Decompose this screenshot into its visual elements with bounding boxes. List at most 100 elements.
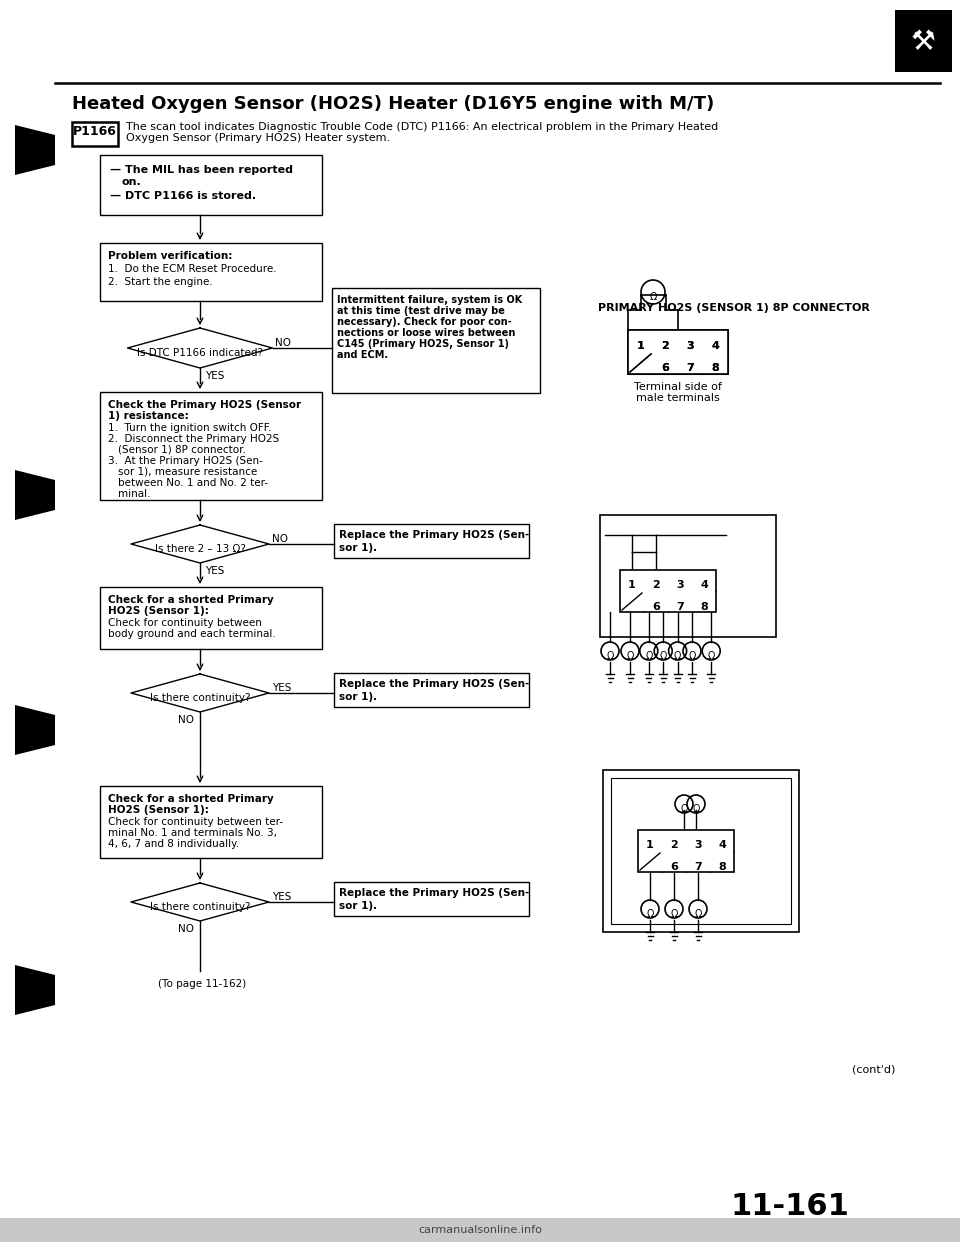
Text: (To page 11-162): (To page 11-162) [158,979,247,989]
Text: Is there 2 – 13 Ω?: Is there 2 – 13 Ω? [155,544,246,554]
Text: on.: on. [122,178,142,188]
Text: Problem verification:: Problem verification: [108,251,232,261]
Text: sor 1).: sor 1). [339,900,377,910]
Text: Check for a shorted Primary: Check for a shorted Primary [108,595,274,605]
Text: 2: 2 [661,342,669,351]
Bar [611,777,791,924]
Text: Is there continuity?: Is there continuity? [150,902,251,912]
Bar [334,524,529,558]
Text: Ω: Ω [626,651,634,661]
Bar [638,830,734,872]
Bar [0,1218,960,1242]
Text: minal.: minal. [118,489,151,499]
Text: Check for a shorted Primary: Check for a shorted Primary [108,794,274,804]
Bar [100,243,322,301]
Text: 1: 1 [636,342,644,351]
Text: 8: 8 [700,601,708,611]
Text: male terminals: male terminals [636,392,720,402]
Text: 7: 7 [686,363,694,373]
Bar [334,673,529,707]
Text: 4: 4 [711,342,719,351]
Text: 8: 8 [711,363,719,373]
Text: 3: 3 [694,841,702,851]
Text: 2: 2 [652,580,660,590]
Text: Ω: Ω [607,651,613,661]
Text: 4: 4 [700,580,708,590]
Text: 6: 6 [670,862,678,872]
Text: (cont'd): (cont'd) [852,1064,896,1076]
Text: 2: 2 [670,841,678,851]
Text: nections or loose wires between: nections or loose wires between [337,328,516,338]
Polygon shape [15,125,55,175]
Bar [100,587,322,650]
Text: 6: 6 [661,363,669,373]
Text: 1: 1 [646,841,654,851]
Text: Check for continuity between ter-: Check for continuity between ter- [108,817,283,827]
Text: Replace the Primary HO2S (Sen-: Replace the Primary HO2S (Sen- [339,888,529,898]
Text: Terminal side of: Terminal side of [634,383,722,392]
Text: Replace the Primary HO2S (Sen-: Replace the Primary HO2S (Sen- [339,530,529,540]
Text: sor 1).: sor 1). [339,692,377,702]
Text: (Sensor 1) 8P connector.: (Sensor 1) 8P connector. [118,445,246,455]
Text: 11-161: 11-161 [730,1192,849,1221]
Bar [620,570,716,612]
Text: Ω: Ω [708,651,715,661]
Text: 7: 7 [686,363,694,373]
Text: 1) resistance:: 1) resistance: [108,411,189,421]
Bar [332,288,540,392]
Bar [100,155,322,215]
Text: between No. 1 and No. 2 ter-: between No. 1 and No. 2 ter- [118,478,268,488]
Bar [628,330,728,374]
Text: carmanualsonline.info: carmanualsonline.info [418,1225,542,1235]
Text: Ω: Ω [660,651,667,661]
Text: sor 1), measure resistance: sor 1), measure resistance [118,467,257,477]
Text: Ω: Ω [646,909,654,919]
Text: 1: 1 [636,342,644,351]
Text: Ω: Ω [645,651,653,661]
Bar [895,10,952,72]
Text: Ω: Ω [694,909,702,919]
Bar [100,786,322,858]
Text: Ω: Ω [688,651,696,661]
Polygon shape [15,705,55,755]
Text: P1166: P1166 [73,125,117,138]
Bar [628,330,728,374]
Text: Heated Oxygen Sensor (HO2S) Heater (D16Y5 engine with M/T): Heated Oxygen Sensor (HO2S) Heater (D16Y… [72,94,714,113]
Text: HO2S (Sensor 1):: HO2S (Sensor 1): [108,805,209,815]
Text: 1.  Turn the ignition switch OFF.: 1. Turn the ignition switch OFF. [108,424,272,433]
Bar [100,392,322,501]
Text: NO: NO [178,715,194,725]
Text: NO: NO [276,338,292,348]
Text: 8: 8 [718,862,726,872]
Text: PRIMARY HO2S (SENSOR 1) 8P CONNECTOR: PRIMARY HO2S (SENSOR 1) 8P CONNECTOR [598,303,870,313]
Text: body ground and each terminal.: body ground and each terminal. [108,628,276,638]
Text: Is there continuity?: Is there continuity? [150,693,251,703]
Text: minal No. 1 and terminals No. 3,: minal No. 1 and terminals No. 3, [108,828,277,838]
Text: Ω: Ω [692,804,700,814]
Text: 3: 3 [686,342,694,351]
Text: necessary). Check for poor con-: necessary). Check for poor con- [337,317,512,327]
Text: Ω: Ω [681,804,687,814]
Text: Intermittent failure, system is OK: Intermittent failure, system is OK [337,296,522,306]
Text: NO: NO [272,534,288,544]
Text: 7: 7 [694,862,702,872]
Text: 6: 6 [652,601,660,611]
Text: 1.  Do the ECM Reset Procedure.: 1. Do the ECM Reset Procedure. [108,265,276,274]
Text: C145 (Primary HO2S, Sensor 1): C145 (Primary HO2S, Sensor 1) [337,339,509,349]
Text: YES: YES [205,371,225,381]
Polygon shape [15,469,55,520]
Text: 4: 4 [711,342,719,351]
Text: Ω: Ω [670,909,678,919]
Bar [334,882,529,917]
Text: ⚒: ⚒ [911,29,935,56]
Bar [603,770,799,932]
Text: 8: 8 [711,363,719,373]
Text: 4: 4 [718,841,726,851]
Text: at this time (test drive may be: at this time (test drive may be [337,306,505,315]
Text: 3.  At the Primary HO2S (Sen-: 3. At the Primary HO2S (Sen- [108,456,263,466]
Text: Ω: Ω [649,292,657,302]
Text: 1: 1 [628,580,636,590]
Text: YES: YES [205,566,225,576]
Text: Replace the Primary HO2S (Sen-: Replace the Primary HO2S (Sen- [339,679,529,689]
Text: YES: YES [272,892,292,902]
